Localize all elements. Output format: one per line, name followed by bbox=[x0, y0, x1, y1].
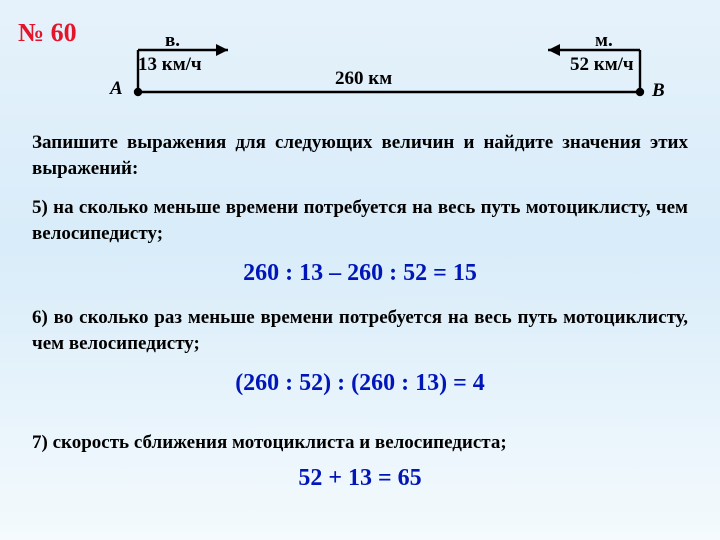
answer-7: 52 + 13 = 65 bbox=[0, 465, 720, 492]
question-7: 7) скорость сближения мотоциклиста и вел… bbox=[32, 430, 688, 456]
point-b-label: B bbox=[652, 80, 665, 102]
point-a-label: A bbox=[110, 78, 123, 100]
diagram: в. м. 13 км/ч 52 км/ч 260 км A B bbox=[110, 30, 670, 110]
intro-text: Запишите выражения для следующих величин… bbox=[32, 130, 688, 181]
answer-6: (260 : 52) : (260 : 13) = 4 bbox=[0, 370, 720, 397]
label-cyclist: в. bbox=[165, 30, 180, 52]
speed-motorcyclist: 52 км/ч bbox=[570, 54, 634, 76]
problem-number: № 60 bbox=[18, 18, 77, 48]
speed-cyclist: 13 км/ч bbox=[138, 54, 202, 76]
question-5: 5) на сколько меньше времени потребуется… bbox=[32, 195, 688, 246]
answer-5: 260 : 13 – 260 : 52 = 15 bbox=[0, 260, 720, 287]
distance-label: 260 км bbox=[335, 68, 392, 90]
label-motorcyclist: м. bbox=[595, 30, 613, 52]
question-6: 6) во сколько раз меньше времени потребу… bbox=[32, 305, 688, 356]
